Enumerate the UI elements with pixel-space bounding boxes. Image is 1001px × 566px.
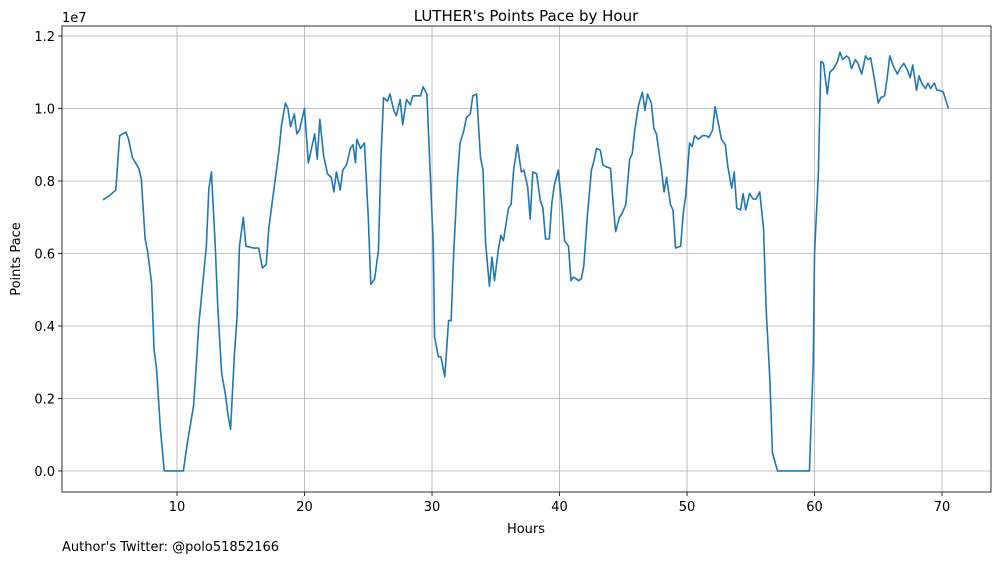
- y-tick-label: 0.2: [34, 392, 55, 407]
- y-offset-label: 1e7: [62, 11, 87, 26]
- x-tick-label: 10: [169, 500, 186, 515]
- x-tick-label: 50: [679, 500, 696, 515]
- x-axis-label: Hours: [507, 522, 545, 537]
- y-axis-label: Points Pace: [9, 222, 24, 296]
- x-tick-label: 30: [424, 500, 441, 515]
- x-tick-label: 20: [296, 500, 313, 515]
- x-tick-label: 60: [806, 500, 823, 515]
- y-tick-label: 0.0: [34, 465, 55, 480]
- y-tick-label: 0.6: [34, 247, 55, 262]
- line-series: [102, 51, 950, 472]
- x-tick-label: 40: [551, 500, 568, 515]
- plot-frame: [61, 25, 992, 493]
- y-tick-label: 0.4: [34, 320, 55, 335]
- y-tick-label: 1.0: [34, 102, 55, 117]
- y-tick-label: 1.2: [34, 30, 55, 45]
- x-tick-label: 70: [934, 500, 951, 515]
- y-tick-label: 0.8: [34, 175, 55, 190]
- chart-title: LUTHER's Points Pace by Hour: [414, 7, 639, 25]
- footnote: Author's Twitter: @polo51852166: [62, 540, 279, 555]
